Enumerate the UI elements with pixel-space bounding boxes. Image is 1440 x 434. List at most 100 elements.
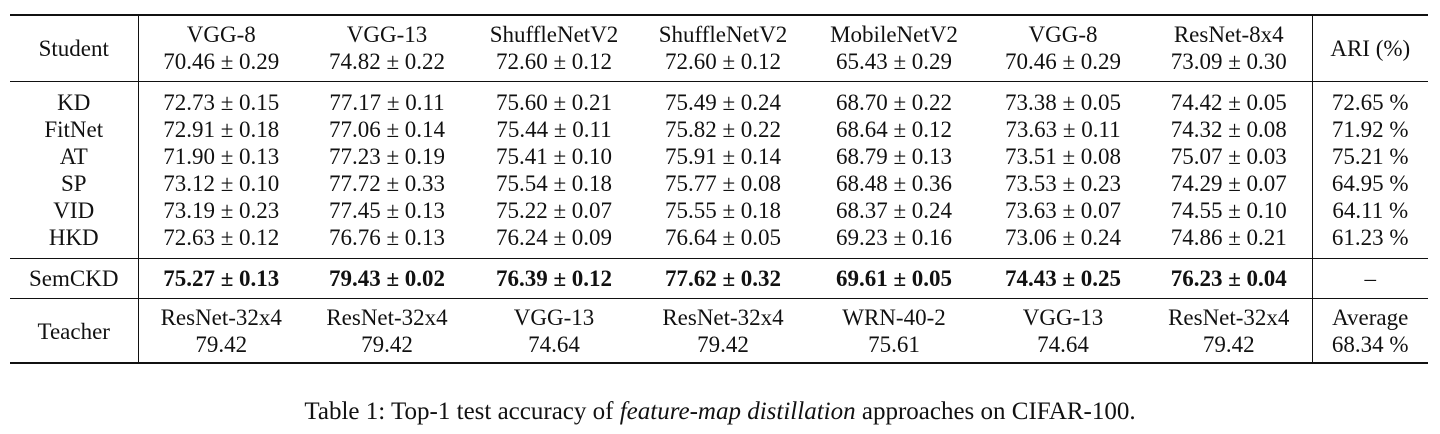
teacher-accuracy: 79.42 — [1202, 332, 1255, 357]
teacher-column-2: ResNet-32x4 79.42 — [304, 298, 470, 364]
student-accuracy: 74.82 ± 0.22 — [328, 49, 446, 74]
results-table: Student VGG-8 70.46 ± 0.29 VGG-13 74.82 ± … — [10, 14, 1428, 364]
teacher-accuracy: 79.42 — [697, 332, 749, 357]
table-cell: 75.77 ± 0.08 — [664, 171, 782, 196]
teacher-column-7: ResNet-32x4 79.42 — [1146, 298, 1312, 364]
table-cell: 77.23 ± 0.19 — [328, 144, 446, 169]
table-cell: 75.82 ± 0.22 — [664, 117, 782, 142]
student-column-1: VGG-8 70.46 ± 0.29 — [138, 14, 304, 82]
student-column-3: ShuffleNetV2 72.60 ± 0.12 — [470, 14, 638, 82]
table-cell: 75.44 ± 0.11 — [496, 117, 612, 142]
table-cell-best: 75.27 ± 0.13 — [138, 258, 304, 299]
teacher-model-name: ResNet-32x4 — [1168, 305, 1290, 330]
average-label: Average — [1332, 305, 1409, 330]
table-cell: 73.63 ± 0.07 — [1004, 198, 1122, 223]
student-accuracy: 72.60 ± 0.12 — [495, 49, 613, 74]
average-cell: Average 68.34 % — [1311, 298, 1428, 364]
caption-suffix: approaches on CIFAR-100. — [855, 398, 1136, 425]
table-cell: 77.17 ± 0.11 — [329, 90, 445, 115]
teacher-model-name: ResNet-32x4 — [160, 305, 282, 330]
table-cell-best: 79.43 ± 0.02 — [304, 258, 470, 299]
table-cell: 73.53 ± 0.23 — [1004, 171, 1122, 196]
student-accuracy: 65.43 ± 0.29 — [835, 49, 953, 74]
student-column-6: VGG-8 70.46 ± 0.29 — [980, 14, 1146, 82]
student-label: Student — [10, 14, 139, 82]
table-cell: 68.64 ± 0.12 — [835, 117, 953, 142]
teacher-column-3: VGG-13 74.64 — [470, 298, 638, 364]
table-cell: 72.63 ± 0.12 — [138, 224, 304, 259]
table-cell: 76.64 ± 0.05 — [638, 224, 808, 259]
table-cell: 75.22 ± 0.07 — [495, 198, 613, 223]
teacher-model-name: ResNet-32x4 — [662, 305, 784, 330]
table-cell: 68.79 ± 0.13 — [835, 144, 953, 169]
teacher-model-name: ResNet-32x4 — [326, 305, 448, 330]
teacher-model-name: VGG-13 — [513, 305, 595, 330]
table-cell: 74.32 ± 0.08 — [1170, 117, 1287, 142]
teacher-accuracy: 79.42 — [195, 332, 248, 357]
ari-cell: – — [1311, 258, 1428, 299]
table-cell-best: 77.62 ± 0.32 — [638, 258, 808, 299]
table-caption: Table 1: Top-1 test accuracy of feature-… — [0, 398, 1440, 426]
student-column-7: ResNet-8x4 73.09 ± 0.30 — [1146, 14, 1312, 82]
table-cell: 74.86 ± 0.21 — [1146, 224, 1312, 259]
table-cell: 75.41 ± 0.10 — [495, 144, 613, 169]
table-cell-best: 69.61 ± 0.05 — [808, 258, 980, 299]
teacher-column-5: WRN-40-2 75.61 — [808, 298, 980, 364]
student-accuracy: 72.60 ± 0.12 — [664, 49, 782, 74]
table-cell: 74.42 ± 0.05 — [1170, 90, 1287, 115]
teacher-model-name: VGG-13 — [1022, 305, 1104, 330]
ari-cell: 64.95 % — [1311, 170, 1428, 197]
table-cell: 73.38 ± 0.05 — [1004, 90, 1122, 115]
student-accuracy: 70.46 ± 0.29 — [163, 49, 280, 74]
student-model-name: ShuffleNetV2 — [658, 22, 788, 47]
table-cell: 75.91 ± 0.14 — [664, 144, 782, 169]
table-cell: 76.24 ± 0.09 — [470, 224, 638, 259]
teacher-label: Teacher — [10, 298, 139, 364]
ari-cell: 64.11 % — [1311, 197, 1428, 224]
method-name: VID — [10, 197, 139, 224]
teacher-accuracy: 75.61 — [868, 332, 920, 357]
table-row-at: AT 71.90 ± 0.13 77.23 ± 0.19 75.41 ± 0.1… — [10, 143, 1428, 170]
ari-cell: 61.23 % — [1311, 224, 1428, 259]
table-row-kd: KD 72.73 ± 0.15 77.17 ± 0.11 75.60 ± 0.2… — [10, 81, 1428, 116]
table-row-fitnet: FitNet 72.91 ± 0.18 77.06 ± 0.14 75.44 ±… — [10, 116, 1428, 143]
table-row-vid: VID 73.19 ± 0.23 77.45 ± 0.13 75.22 ± 0.… — [10, 197, 1428, 224]
ari-cell: 71.92 % — [1311, 116, 1428, 143]
table-cell: 73.06 ± 0.24 — [980, 224, 1146, 259]
table-cell: 68.37 ± 0.24 — [835, 198, 953, 223]
student-column-2: VGG-13 74.82 ± 0.22 — [304, 14, 470, 82]
teacher-accuracy: 74.64 — [1037, 332, 1089, 357]
teacher-column-4: ResNet-32x4 79.42 — [638, 298, 808, 364]
table-row-hkd: HKD 72.63 ± 0.12 76.76 ± 0.13 76.24 ± 0.… — [10, 224, 1428, 259]
teacher-column-1: ResNet-32x4 79.42 — [138, 298, 304, 364]
header-row: Student VGG-8 70.46 ± 0.29 VGG-13 74.82 ± … — [10, 14, 1428, 82]
table-cell: 68.48 ± 0.36 — [835, 171, 953, 196]
table-cell: 77.45 ± 0.13 — [328, 198, 446, 223]
student-model-name: ResNet-8x4 — [1173, 22, 1284, 47]
student-model-name: VGG-8 — [186, 22, 256, 47]
student-accuracy: 73.09 ± 0.30 — [1170, 49, 1287, 74]
table-cell: 75.54 ± 0.18 — [495, 171, 613, 196]
method-name: FitNet — [10, 116, 139, 143]
student-column-4: ShuffleNetV2 72.60 ± 0.12 — [638, 14, 808, 82]
table-cell-best: 76.23 ± 0.04 — [1146, 258, 1312, 299]
table-cell-best: 76.39 ± 0.12 — [470, 258, 638, 299]
teacher-accuracy: 79.42 — [361, 332, 413, 357]
teacher-column-6: VGG-13 74.64 — [980, 298, 1146, 364]
table-cell: 77.06 ± 0.14 — [328, 117, 446, 142]
method-name: HKD — [10, 224, 139, 259]
table-cell: 75.55 ± 0.18 — [664, 198, 782, 223]
table-cell: 69.23 ± 0.16 — [808, 224, 980, 259]
caption-prefix: Table 1: Top-1 test accuracy of — [304, 398, 620, 425]
method-name: KD — [10, 81, 139, 116]
method-name: AT — [10, 143, 139, 170]
student-model-name: VGG-13 — [346, 22, 428, 47]
student-model-name: VGG-8 — [1028, 22, 1098, 47]
ari-header: ARI (%) — [1311, 14, 1428, 82]
student-column-5: MobileNetV2 65.43 ± 0.29 — [808, 14, 980, 82]
method-name: SemCKD — [10, 258, 139, 299]
table-cell: 77.72 ± 0.33 — [328, 171, 446, 196]
table-cell: 75.60 ± 0.21 — [495, 90, 613, 115]
student-model-name: ShuffleNetV2 — [489, 22, 619, 47]
table-cell: 71.90 ± 0.13 — [163, 144, 280, 169]
